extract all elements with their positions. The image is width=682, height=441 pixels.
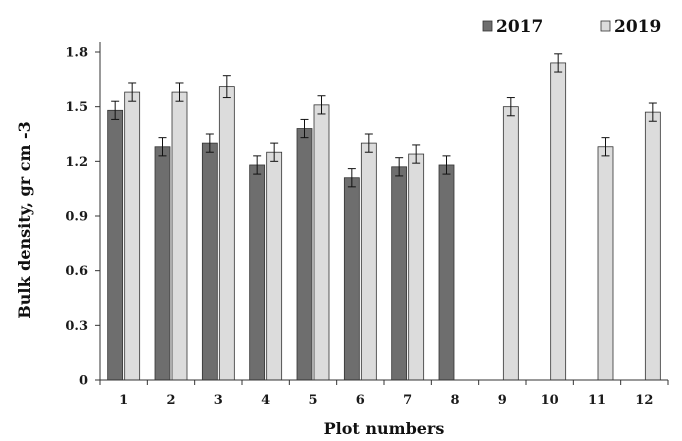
legend: 2017 2019 [482, 17, 661, 37]
y-tick-label: 0.3 [65, 319, 88, 334]
bar-2019-plot-11 [597, 146, 614, 381]
error-bar-2019-plot-1 [128, 82, 137, 102]
bar-2019-plot-4 [266, 151, 283, 381]
x-tick-label: 7 [403, 393, 412, 408]
bar-2019-plot-10 [550, 62, 567, 381]
bar-2019-plot-9 [502, 106, 519, 381]
error-bar-2019-plot-5 [317, 95, 326, 115]
bar-2019-plot-1 [124, 91, 141, 381]
y-tick-label: 0.6 [65, 264, 88, 279]
legend-label-2019: 2019 [614, 17, 661, 37]
error-bar-2019-plot-7 [412, 144, 421, 164]
error-bar-2019-plot-2 [175, 82, 184, 102]
bar-2019-plot-12 [644, 111, 661, 381]
x-tick-label: 12 [635, 393, 653, 408]
error-bar-2017-plot-4 [253, 155, 262, 175]
legend-swatch-2017 [482, 20, 493, 32]
y-tick-label: 1.2 [65, 155, 88, 170]
bar-2017-plot-8 [438, 164, 455, 381]
y-tick-label: 1.8 [65, 46, 88, 61]
error-bar-2017-plot-8 [442, 155, 451, 175]
error-bar-2019-plot-4 [270, 142, 279, 162]
x-tick-label: 8 [450, 393, 459, 408]
y-tick-label: 0.9 [65, 210, 88, 225]
x-tick-label: 9 [498, 393, 507, 408]
x-tick-label: 6 [356, 393, 365, 408]
error-bar-2019-plot-3 [222, 75, 231, 99]
bar-2019-plot-5 [313, 104, 330, 381]
error-bar-2019-plot-9 [506, 97, 515, 117]
y-axis-ticks: 0 0.3 0.6 0.9 1.2 1.5 1.8 [65, 46, 100, 389]
x-tick-label: 10 [541, 393, 559, 408]
bar-2017-plot-7 [391, 166, 408, 381]
error-bar-2019-plot-6 [364, 133, 373, 153]
x-axis-title: Plot numbers [324, 419, 445, 438]
legend-label-2017: 2017 [496, 17, 543, 37]
x-tick-label: 2 [166, 393, 175, 408]
x-tick-label: 11 [588, 393, 606, 408]
error-bar-2017-plot-3 [205, 133, 214, 153]
bar-2019-plot-6 [360, 142, 377, 381]
x-axis-ticks: 1 2 3 4 5 6 7 8 9 10 11 12 [99, 380, 669, 408]
legend-swatch-2019 [600, 20, 611, 32]
x-tick-label: 5 [308, 393, 317, 408]
x-tick-label: 3 [214, 393, 223, 408]
error-bar-2017-plot-1 [111, 100, 120, 120]
error-bar-2017-plot-5 [300, 118, 309, 139]
bar-2017-plot-5 [296, 128, 313, 381]
x-tick-label: 1 [119, 393, 128, 408]
error-bar-2017-plot-2 [158, 137, 167, 157]
bars [107, 53, 661, 381]
bar-2017-plot-1 [107, 109, 124, 381]
error-bar-2017-plot-6 [347, 168, 356, 188]
bar-2017-plot-3 [201, 142, 218, 381]
bar-2017-plot-4 [249, 164, 266, 381]
bar-2019-plot-2 [171, 91, 188, 381]
y-axis-title: Bulk density, gr cm -3 [15, 121, 34, 318]
bar-2017-plot-2 [154, 146, 171, 381]
x-tick-label: 4 [261, 393, 270, 408]
error-bar-2019-plot-11 [601, 137, 610, 157]
error-bar-2019-plot-10 [554, 53, 563, 73]
bar-2019-plot-3 [218, 86, 235, 381]
error-bar-2019-plot-12 [648, 102, 657, 122]
y-tick-label: 1.5 [65, 100, 88, 115]
bar-2017-plot-6 [343, 177, 360, 381]
y-tick-label: 0 [79, 374, 88, 389]
error-bar-2017-plot-7 [395, 157, 404, 177]
bar-2019-plot-7 [408, 153, 425, 381]
